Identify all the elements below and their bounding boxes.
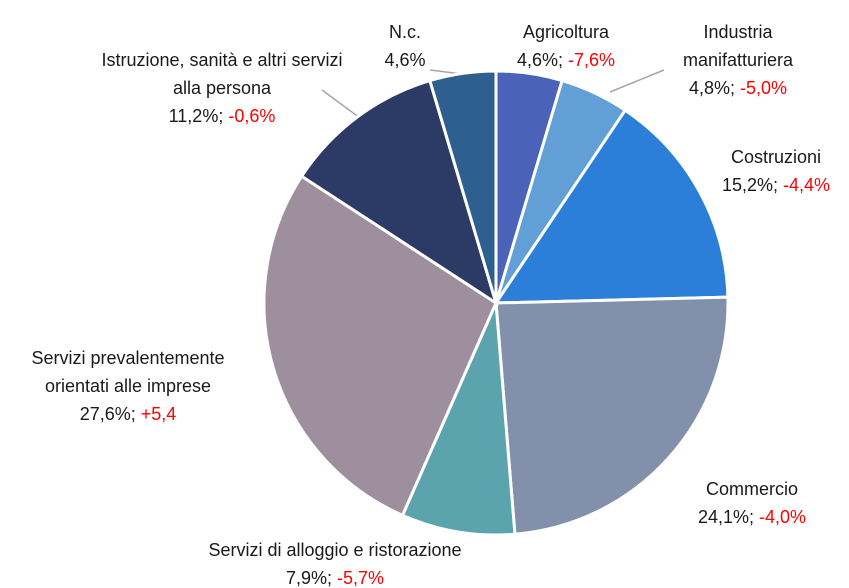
value-label: 27,6%;	[79, 404, 136, 424]
change-label: +5,4	[140, 404, 177, 424]
value-label: 24,1%;	[697, 507, 754, 527]
pie-slice	[299, 78, 499, 307]
change-label: -0,6%	[228, 106, 276, 126]
change-label: -7,6%	[568, 50, 616, 70]
category-label: Costruzioni	[730, 147, 822, 167]
value-line: 15,2%; -4,4%	[676, 171, 849, 199]
slice-label: Commercio 24,1%; -4,0%	[652, 475, 849, 531]
pie-slice	[428, 69, 498, 304]
slice-label: Agricoltura 4,6%; -7,6%	[466, 18, 666, 74]
category-label: Servizi di alloggio e ristorazione	[208, 540, 462, 560]
category-label: Servizi prevalentemente orientati alle i…	[31, 348, 225, 396]
value-line: 4,8%; -5,0%	[663, 74, 813, 102]
pie-slice	[494, 295, 730, 536]
pie-slice	[493, 108, 730, 305]
value-label: 4,6%;	[516, 50, 563, 70]
leader-line	[321, 89, 361, 119]
slice-label: Costruzioni 15,2%; -4,4%	[676, 143, 849, 199]
value-line: 4,6%	[355, 46, 455, 74]
slice-label: N.c. 4,6%	[355, 18, 455, 74]
value-line: 7,9%; -5,7%	[155, 564, 515, 588]
category-label: Istruzione, sanità e altri servizi alla …	[101, 50, 343, 98]
value-label: 11,2%;	[168, 106, 224, 126]
value-line: 11,2%; -0,6%	[97, 102, 347, 130]
pie-slice	[262, 174, 498, 518]
change-label: -4,0%	[759, 507, 807, 527]
value-label: 15,2%;	[721, 175, 778, 195]
value-line: 4,6%; -7,6%	[466, 46, 666, 74]
slice-label: Servizi di alloggio e ristorazione 7,9%; …	[155, 536, 515, 588]
category-label: Industria manifatturiera	[682, 22, 794, 70]
slice-label: Istruzione, sanità e altri servizi alla …	[97, 46, 347, 130]
category-label: Agricoltura	[522, 22, 610, 42]
value-line: 24,1%; -4,0%	[652, 503, 849, 531]
change-label: -4,4%	[783, 175, 831, 195]
value-label: 4,8%;	[688, 78, 735, 98]
change-label: -5,7%	[337, 568, 385, 588]
category-label: N.c.	[388, 22, 421, 42]
pie-slice	[400, 302, 517, 537]
leader-line	[609, 69, 665, 93]
value-label: 7,9%;	[285, 568, 332, 588]
category-label: Commercio	[705, 479, 798, 499]
change-label: -5,0%	[740, 78, 788, 98]
slice-label: Servizi prevalentemente orientati alle i…	[3, 344, 253, 428]
slice-label: Industria manifatturiera 4,8%; -5,0%	[663, 18, 813, 102]
value-label: 4,6%	[384, 50, 426, 70]
value-line: 27,6%; +5,4	[3, 400, 253, 428]
